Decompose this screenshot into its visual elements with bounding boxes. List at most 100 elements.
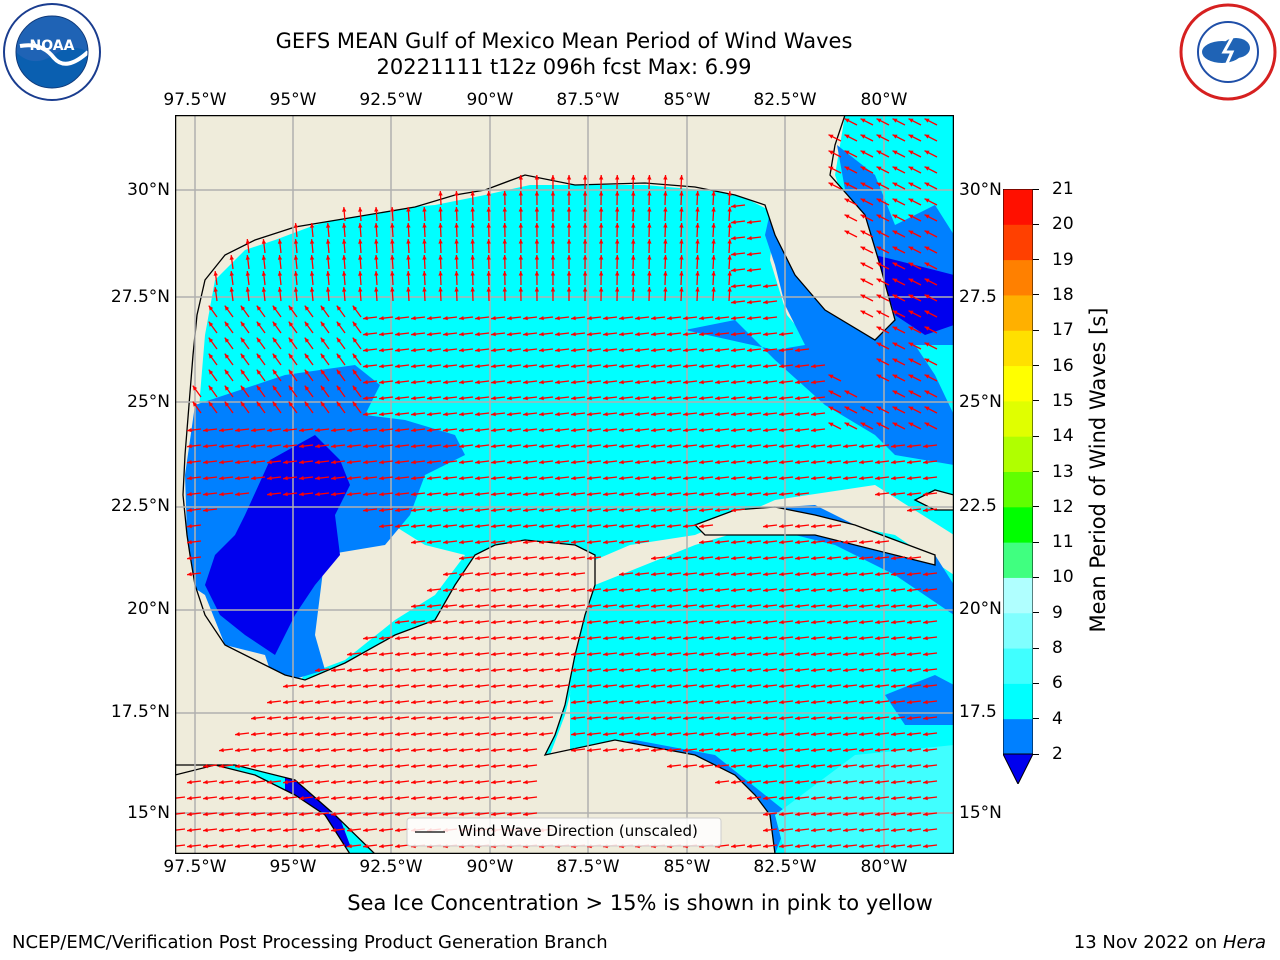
wave-arrow-head — [924, 326, 930, 331]
wave-arrow-head — [507, 411, 512, 417]
wave-arrow-head — [256, 321, 262, 327]
wave-arrow-head — [502, 239, 507, 244]
wave-arrow-head — [203, 811, 208, 817]
wave-arrow-head — [635, 683, 640, 689]
wave-arrow-head — [427, 715, 432, 721]
wave-arrow-head — [859, 603, 864, 609]
wave-arrow-head — [619, 363, 624, 369]
wave-arrow-head — [779, 379, 784, 385]
wave-arrow-head — [283, 475, 288, 481]
wave-arrow-head — [293, 223, 299, 228]
wave-arrow-head — [299, 443, 304, 449]
wave-arrow-head — [587, 731, 592, 737]
wave-arrow-head — [534, 239, 540, 244]
wave-arrow-head — [747, 427, 752, 433]
wave-arrow-head — [443, 315, 448, 321]
wave-arrow-head — [876, 278, 882, 283]
wave-arrow-head — [795, 619, 800, 625]
colorbar-tick-label: 21 — [1052, 179, 1074, 199]
wave-arrow-head — [299, 811, 304, 817]
wave-arrow-head — [908, 406, 914, 411]
wave-arrow-head — [779, 811, 784, 817]
wave-arrow-head — [475, 331, 480, 337]
wave-arrow-head — [843, 635, 848, 641]
lat-tick-left: 22.5°N — [110, 496, 170, 516]
wave-arrow-head — [443, 571, 448, 577]
wave-arrow-head — [539, 731, 544, 737]
wave-arrow-head — [475, 507, 480, 513]
wave-arrow-head — [299, 795, 304, 801]
wave-arrow-head — [827, 667, 832, 673]
wave-arrow-head — [747, 747, 752, 753]
wave-arrow-head — [427, 411, 432, 417]
wave-arrow-head — [763, 795, 768, 801]
wave-arrow-head — [347, 763, 352, 769]
lat-tick-left: 15°N — [127, 803, 170, 823]
wave-arrow-head — [795, 491, 800, 497]
wave-arrow-head — [679, 255, 684, 260]
wave-arrow-head — [539, 379, 544, 385]
wave-arrow-head — [507, 699, 512, 705]
wave-arrow-head — [779, 347, 784, 353]
wave-arrow-head — [892, 150, 898, 155]
wave-arrow-head — [827, 795, 832, 801]
wave-arrow-head — [187, 459, 192, 465]
wave-arrow-head — [379, 779, 384, 785]
wave-arrow-head — [859, 699, 864, 705]
wave-arrow-head — [828, 134, 834, 139]
wave-arrow-head — [651, 443, 656, 449]
wave-arrow-head — [683, 507, 688, 513]
wave-arrow-head — [539, 555, 544, 561]
wave-arrow-head — [331, 843, 336, 849]
wave-arrow-head — [427, 667, 432, 673]
wave-arrow-head — [635, 539, 640, 545]
wave-arrow-head — [422, 255, 427, 260]
wave-arrow-head — [811, 747, 816, 753]
wave-arrow-head — [795, 747, 800, 753]
wave-arrow-head — [395, 779, 400, 785]
wave-arrow-head — [827, 683, 832, 689]
wave-arrow-head — [715, 411, 720, 417]
wave-arrow-head — [390, 239, 395, 244]
lat-tick-left: 20°N — [127, 599, 170, 619]
wave-arrow-head — [539, 491, 544, 497]
wave-arrow-head — [892, 374, 898, 379]
wave-arrow-head — [555, 315, 560, 321]
wave-arrow-head — [892, 134, 898, 139]
wave-arrow-head — [631, 239, 636, 244]
wave-arrow-head — [406, 239, 411, 244]
wave-arrow-head — [619, 331, 624, 337]
wave-arrow-head — [667, 427, 672, 433]
wave-arrow-head — [891, 811, 896, 817]
wave-arrow-head — [779, 747, 784, 753]
wave-arrow-head — [491, 411, 496, 417]
wave-arrow-head — [699, 475, 704, 481]
wave-arrow-head — [507, 811, 512, 817]
wave-arrow-head — [811, 763, 816, 769]
wave-arrow-head — [443, 459, 448, 465]
wave-arrow-head — [571, 571, 576, 577]
wave-arrow-head — [731, 699, 736, 705]
wave-arrow-head — [924, 198, 930, 203]
wave-arrow-head — [347, 491, 352, 497]
wave-arrow-head — [256, 337, 262, 343]
wave-arrow-head — [843, 475, 848, 481]
wave-arrow-head — [395, 667, 400, 673]
wave-arrow-head — [924, 294, 930, 299]
wave-arrow-head — [907, 811, 912, 817]
wave-arrow-head — [539, 459, 544, 465]
wave-arrow-head — [635, 427, 640, 433]
wave-arrow-head — [331, 779, 336, 785]
wave-arrow-head — [731, 603, 736, 609]
colorbar-segment — [1003, 259, 1033, 296]
wave-arrow-head — [395, 363, 400, 369]
wave-arrow-head — [459, 779, 464, 785]
wave-arrow-head — [844, 134, 850, 139]
wave-arrow-head — [288, 401, 294, 407]
wave-arrow-head — [422, 207, 427, 212]
wave-arrow-head — [486, 207, 491, 212]
wave-arrow-head — [304, 337, 310, 343]
wave-arrow-head — [667, 379, 672, 385]
wave-arrow-head — [363, 491, 368, 497]
wave-arrow-head — [635, 667, 640, 673]
